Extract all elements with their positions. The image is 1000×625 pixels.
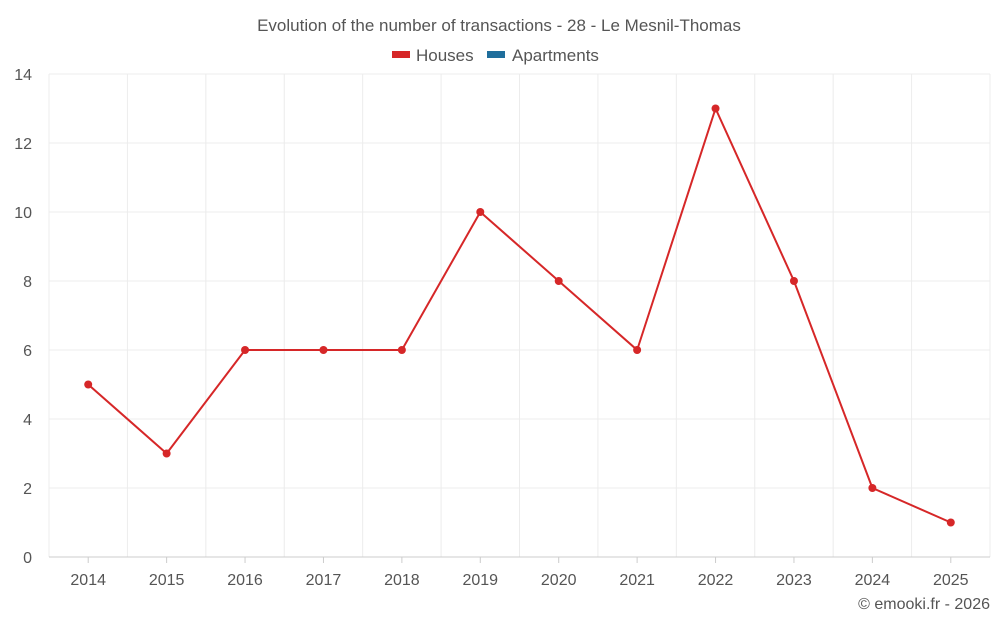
data-point-houses-2015[interactable] <box>162 449 171 458</box>
data-point-houses-2017[interactable] <box>319 346 328 354</box>
x-tick-label-2025: 2025 <box>933 572 969 589</box>
data-point-houses-2021[interactable] <box>633 346 642 354</box>
x-tick-label-2023: 2023 <box>776 572 812 589</box>
legend-label-apartments: Apartments <box>512 46 599 65</box>
data-point-houses-2016[interactable] <box>241 346 250 354</box>
legend-item-apartments[interactable]: Apartments <box>487 46 599 65</box>
x-tick-label-2022: 2022 <box>698 572 734 589</box>
x-tick-label-2017: 2017 <box>306 572 342 589</box>
credit-text: © emooki.fr - 2026 <box>858 596 990 613</box>
y-tick-label: 2 <box>23 481 32 498</box>
legend-label-houses: Houses <box>416 46 474 65</box>
chart-title: Evolution of the number of transactions … <box>257 16 741 35</box>
legend-item-houses[interactable]: Houses <box>392 46 474 65</box>
data-point-houses-2014[interactable] <box>84 380 93 389</box>
y-tick-label: 12 <box>14 136 32 153</box>
y-tick-label: 10 <box>14 205 32 222</box>
x-tick-label-2020: 2020 <box>541 572 577 589</box>
data-point-houses-2022[interactable] <box>711 104 720 113</box>
data-point-houses-2019[interactable] <box>476 208 485 216</box>
data-point-houses-2025[interactable] <box>946 518 955 527</box>
grid <box>48 73 991 557</box>
y-tick-label: 6 <box>23 343 32 360</box>
x-tick-label-2021: 2021 <box>619 572 655 589</box>
legend: Houses Apartments <box>392 46 599 65</box>
x-tick-label-2014: 2014 <box>70 572 106 589</box>
y-tick-label: 0 <box>23 550 32 567</box>
x-tick-label-2024: 2024 <box>855 572 891 589</box>
series-layer <box>84 104 955 527</box>
y-tick-label: 8 <box>23 274 32 291</box>
data-point-houses-2018[interactable] <box>397 346 406 354</box>
x-tick-label-2019: 2019 <box>462 572 498 589</box>
legend-swatch-apartments <box>487 51 505 58</box>
legend-swatch-houses <box>392 51 410 58</box>
series-line-houses <box>87 107 952 524</box>
data-point-houses-2020[interactable] <box>554 277 563 285</box>
data-point-houses-2023[interactable] <box>789 277 798 285</box>
data-point-houses-2024[interactable] <box>868 484 877 492</box>
x-tick-label-2018: 2018 <box>384 572 420 589</box>
x-tick-label-2015: 2015 <box>149 572 185 589</box>
x-tick-label-2016: 2016 <box>227 572 263 589</box>
y-tick-label: 4 <box>23 412 32 429</box>
y-tick-label: 14 <box>14 67 32 84</box>
axes: 0 2 4 6 8 10 12 14 2014 2015 2016 2017 2018 2019 2020 2… <box>14 67 990 589</box>
